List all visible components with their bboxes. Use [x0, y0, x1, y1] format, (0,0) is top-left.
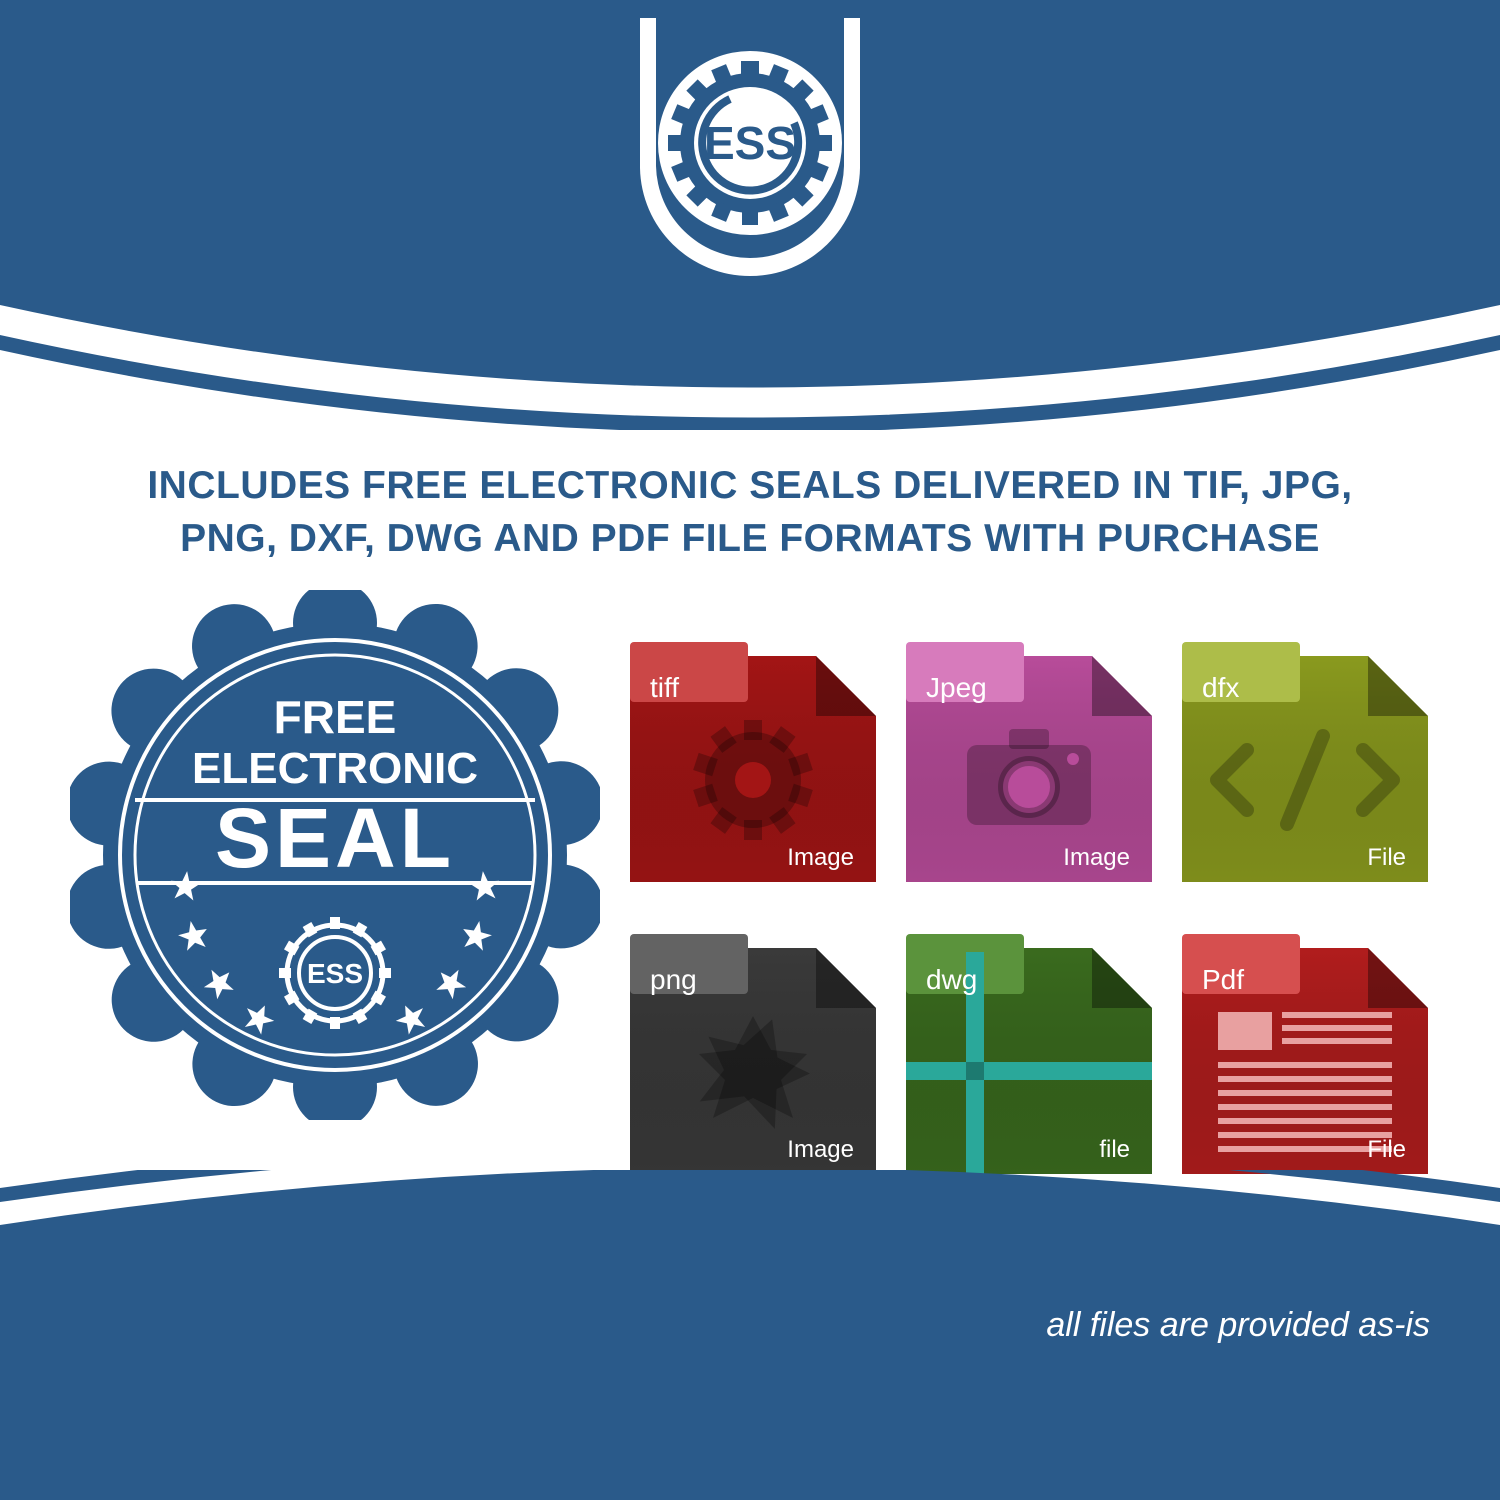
free-electronic-seal-badge: FREE ELECTRONIC SEAL: [70, 590, 600, 1120]
file-icon-dfx: dfx File: [1182, 620, 1428, 882]
headline: INCLUDES FREE ELECTRONIC SEALS DELIVERED…: [60, 460, 1440, 565]
file-icon-jpeg: Jpeg Image: [906, 620, 1152, 882]
file-sub-label: Image: [1063, 844, 1130, 872]
file-tab-label: dwg: [926, 964, 977, 996]
file-tab-label: png: [650, 964, 697, 996]
ess-logo: ESS: [620, 18, 880, 278]
seal-line2: ELECTRONIC: [192, 744, 478, 793]
headline-line1: INCLUDES FREE ELECTRONIC SEALS DELIVERED…: [60, 460, 1440, 513]
file-sub-label: Image: [787, 1136, 854, 1164]
logo-text: ESS: [704, 117, 796, 169]
disclaimer-text: all files are provided as-is: [1046, 1306, 1430, 1345]
file-sub-label: File: [1367, 844, 1406, 872]
file-icon-pdf: Pdf File: [1182, 912, 1428, 1174]
file-icon-dwg: dwg file: [906, 912, 1152, 1174]
file-icon-tiff: tiff Image: [630, 620, 876, 882]
file-tab-label: tiff: [650, 672, 679, 704]
seal-line1: FREE: [274, 691, 397, 743]
file-sub-label: File: [1367, 1136, 1406, 1164]
headline-line2: PNG, DXF, DWG AND PDF FILE FORMATS WITH …: [60, 513, 1440, 566]
file-icon-png: png Image: [630, 912, 876, 1174]
file-sub-label: file: [1099, 1136, 1130, 1164]
file-tab-label: dfx: [1202, 672, 1239, 704]
file-sub-label: Image: [787, 844, 854, 872]
file-tab-label: Pdf: [1202, 964, 1244, 996]
seal-line3: SEAL: [215, 791, 455, 885]
seal-gear-text: ESS: [307, 958, 363, 989]
file-tab-label: Jpeg: [926, 672, 987, 704]
bottom-panel: all files are provided as-is: [0, 1170, 1500, 1500]
file-format-grid: tiff Image: [630, 620, 1450, 1174]
